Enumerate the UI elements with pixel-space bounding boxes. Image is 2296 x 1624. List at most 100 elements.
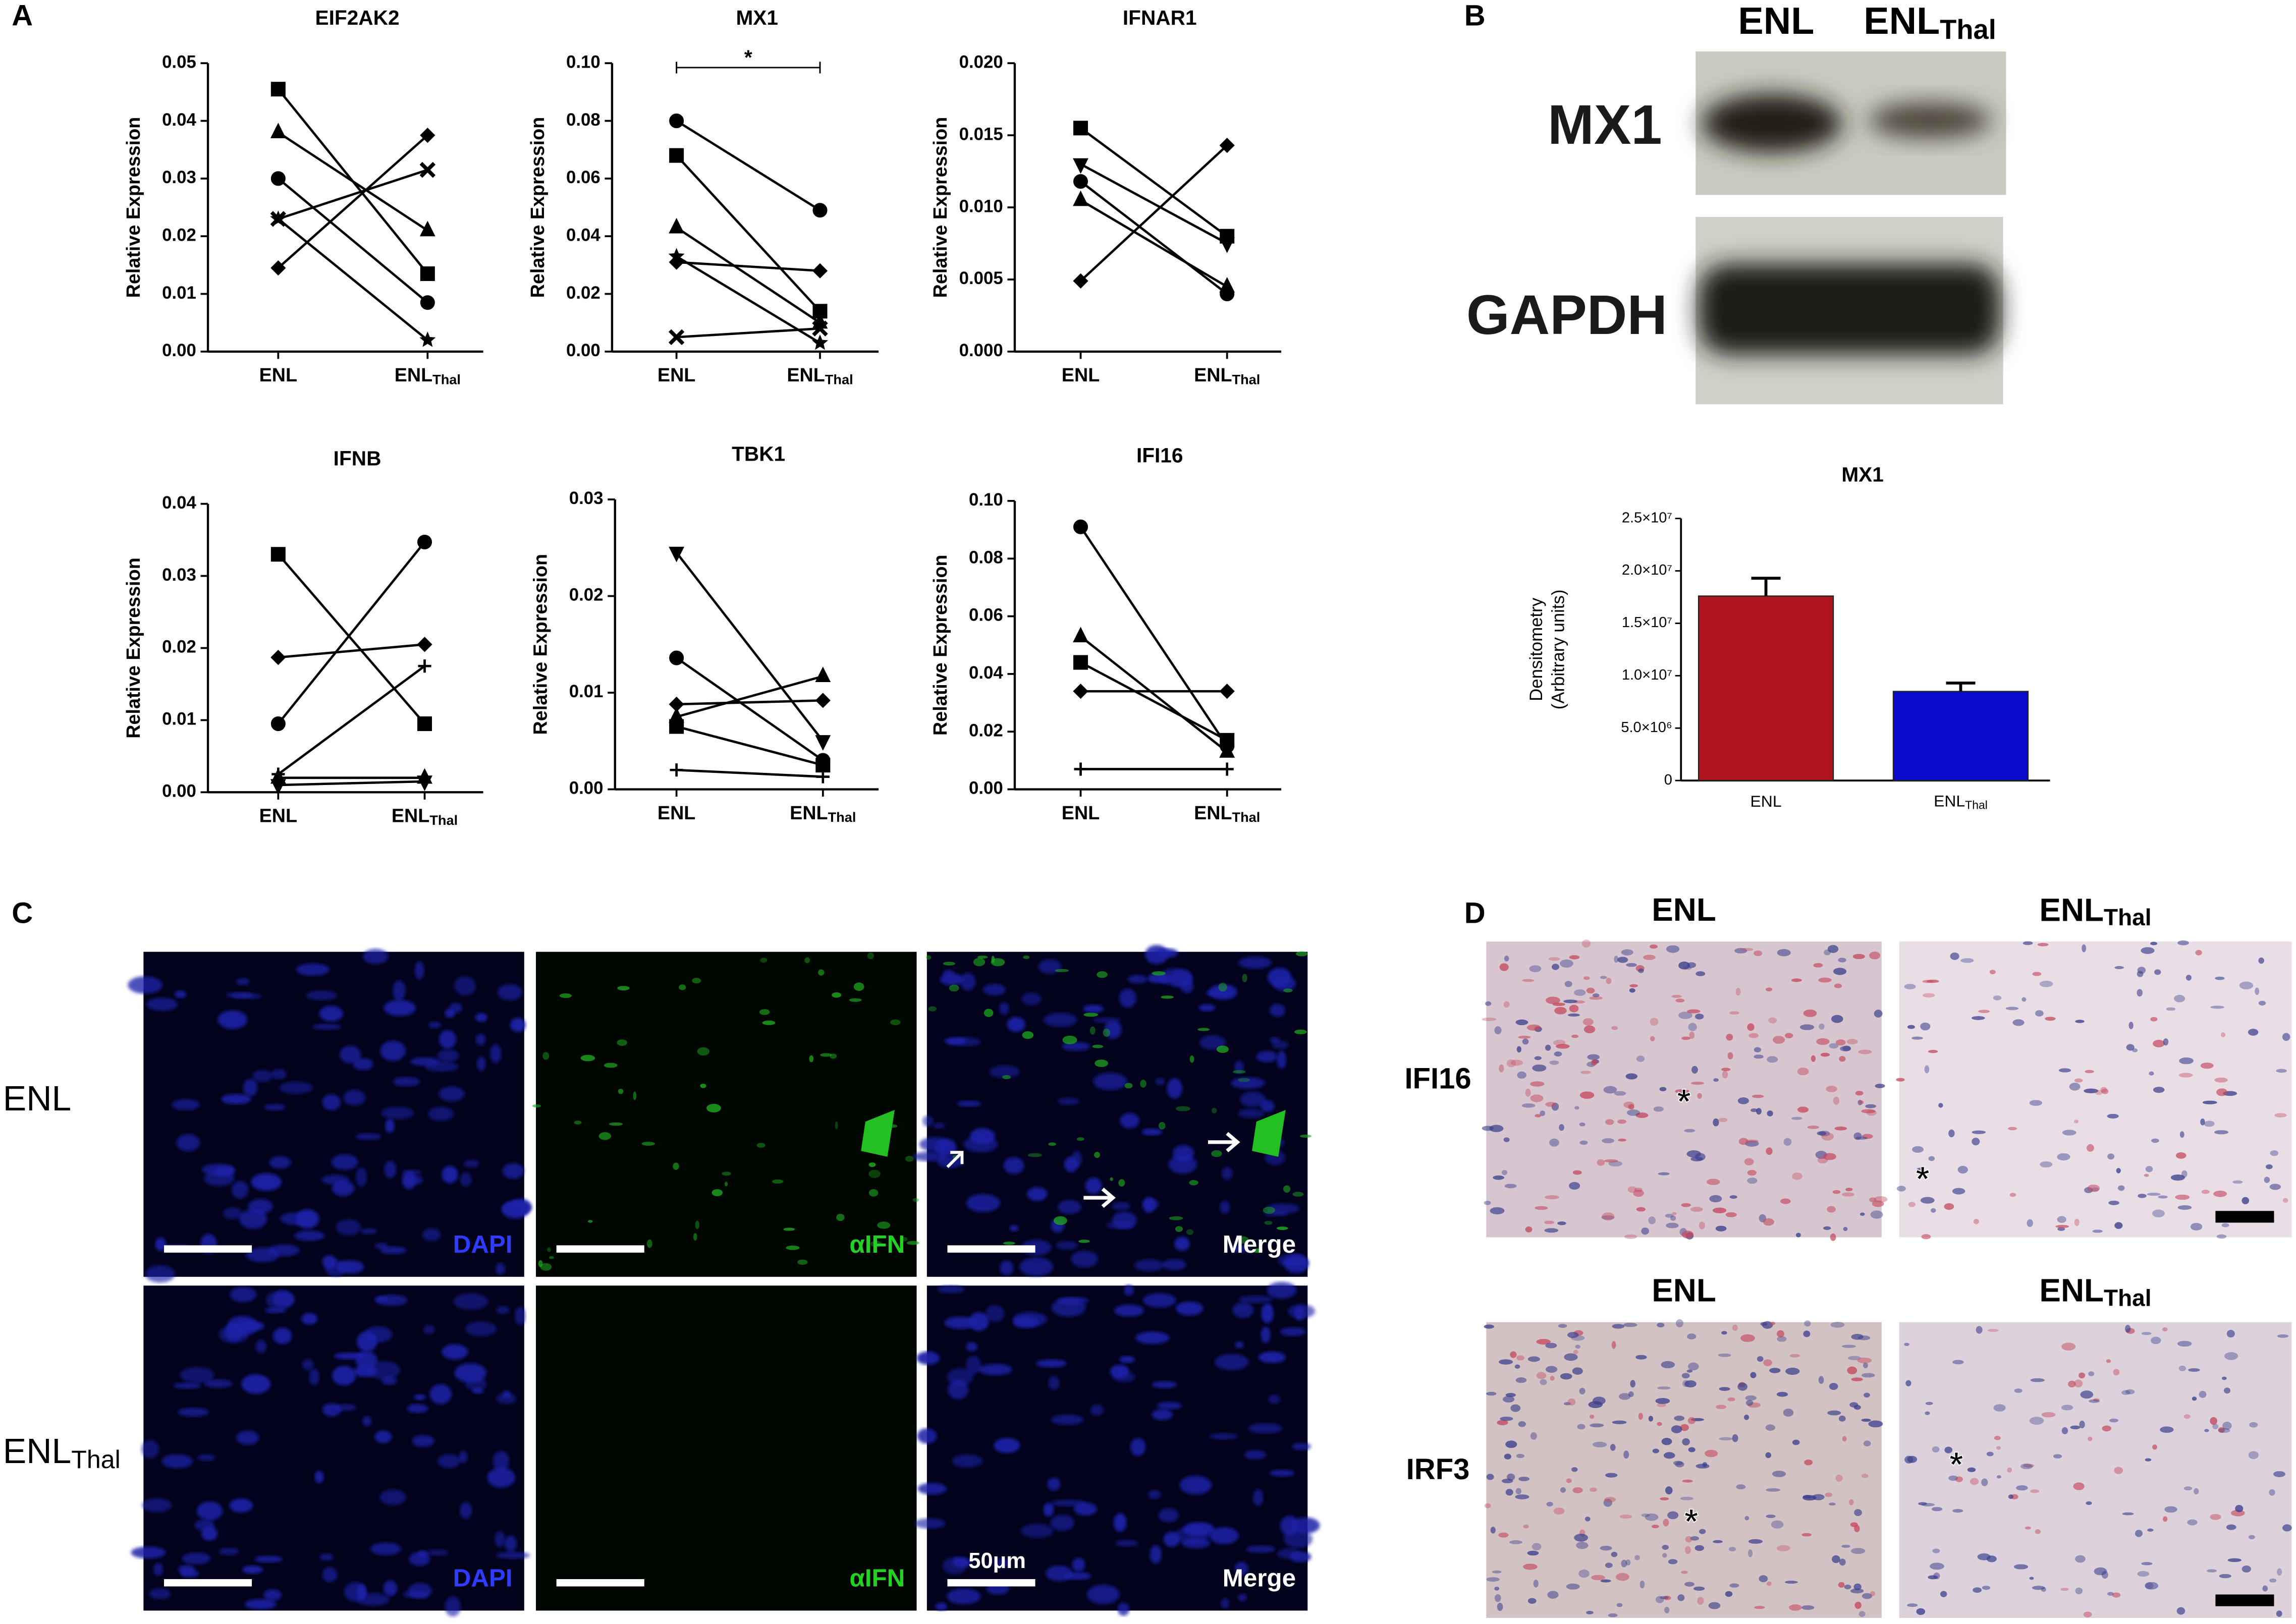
cell <box>1817 1157 1828 1164</box>
nucleus <box>1280 1516 1299 1536</box>
cell <box>1554 1006 1567 1015</box>
nucleus <box>1294 1306 1305 1321</box>
cell <box>1709 1195 1722 1203</box>
marker <box>418 659 431 673</box>
y-tick-label: 0.02 <box>566 283 600 303</box>
cell <box>1772 1471 1786 1477</box>
cell <box>1858 1100 1864 1104</box>
cell <box>1668 1559 1678 1564</box>
nucleus <box>384 999 416 1016</box>
nucleus <box>1181 1537 1211 1549</box>
nucleus <box>255 1339 267 1353</box>
series-line <box>277 553 426 725</box>
ifn-signal <box>1110 1177 1113 1182</box>
cell <box>1706 1179 1720 1186</box>
histology-background <box>1899 1322 2292 1618</box>
cell <box>2113 1369 2120 1376</box>
nucleus <box>225 1323 243 1341</box>
marker <box>1220 762 1234 776</box>
cell <box>2039 980 2053 987</box>
cell <box>1492 1570 1502 1574</box>
ifn-cell <box>861 1110 895 1157</box>
ifn-signal <box>849 998 862 1002</box>
cell <box>1486 1391 1497 1396</box>
x-tick-label: ENL <box>259 364 297 385</box>
micrograph: DAPI <box>128 948 532 1283</box>
cell <box>1874 1010 1883 1018</box>
cell <box>1754 1047 1761 1052</box>
cell <box>1732 1324 1738 1331</box>
nucleus <box>510 1018 526 1032</box>
cell <box>1745 1395 1757 1401</box>
cell <box>2114 966 2124 969</box>
cell <box>1648 1416 1654 1422</box>
cell <box>2200 1118 2205 1126</box>
cell <box>2075 1555 2086 1563</box>
cell <box>1601 1215 1615 1220</box>
marker <box>815 758 831 773</box>
nucleus <box>496 1393 517 1405</box>
cell <box>1652 1525 1659 1529</box>
ifn-signal <box>1062 1035 1077 1044</box>
cell <box>1838 1582 1845 1588</box>
marker <box>816 770 830 783</box>
cell <box>1931 1507 1943 1511</box>
cell <box>2027 1219 2033 1227</box>
cell <box>1982 1586 1991 1590</box>
cell <box>2114 1222 2123 1229</box>
ifn-signal <box>1003 1242 1015 1245</box>
cell <box>2074 1379 2083 1387</box>
y-tick-label: 0.015 <box>959 124 1003 144</box>
cell <box>1789 1354 1800 1358</box>
marker <box>1073 121 1088 136</box>
cell <box>1729 1011 1739 1015</box>
nucleus <box>393 1077 420 1087</box>
text-main: ENL <box>787 364 825 385</box>
chart-title: EIF2AK2 <box>315 6 400 29</box>
cell <box>2086 1501 2092 1505</box>
ifn-signal <box>1283 988 1293 993</box>
cell <box>1569 955 1580 960</box>
cell <box>1740 1334 1755 1342</box>
cell <box>1532 1543 1542 1551</box>
cell <box>2088 1436 2093 1441</box>
cell <box>1518 1421 1526 1427</box>
cell <box>2144 1173 2149 1177</box>
cell <box>1792 1439 1800 1445</box>
cell <box>1506 1059 1516 1068</box>
cell <box>2032 972 2042 976</box>
cell <box>1948 1129 1955 1138</box>
cell <box>1629 984 1638 988</box>
cell <box>1517 1071 1526 1079</box>
cell <box>2153 1039 2165 1047</box>
cell <box>2145 1458 2152 1462</box>
text-main: ENL <box>1194 364 1232 385</box>
marker <box>668 248 685 263</box>
nucleus <box>917 1483 947 1495</box>
nucleus <box>1046 1565 1073 1582</box>
cell <box>1785 1367 1800 1375</box>
nucleus <box>1093 1073 1127 1090</box>
cell <box>1849 1402 1858 1408</box>
nucleus <box>243 1079 258 1097</box>
cell <box>1602 1212 1615 1221</box>
asterisk: * <box>1684 1502 1699 1541</box>
line-chart: EIF2AK2 Relative Expression 0.00 0.01 0.02 0.… <box>123 6 483 387</box>
cell <box>1675 998 1685 1002</box>
cell <box>2137 989 2143 997</box>
cell <box>1838 1415 1846 1422</box>
cell <box>1785 1033 1793 1039</box>
cell <box>1750 1372 1757 1378</box>
cell <box>1690 1207 1703 1212</box>
cell <box>2062 1130 2076 1136</box>
cell <box>1858 1049 1872 1054</box>
cell <box>1818 977 1832 983</box>
nucleus <box>912 1151 947 1162</box>
cell <box>1955 1476 1963 1482</box>
cell <box>1772 1036 1785 1044</box>
cell <box>1930 1562 1944 1570</box>
nucleus <box>309 1368 319 1385</box>
cell <box>2219 1574 2231 1579</box>
cell <box>2207 1569 2217 1573</box>
nucleus <box>1048 1376 1060 1390</box>
